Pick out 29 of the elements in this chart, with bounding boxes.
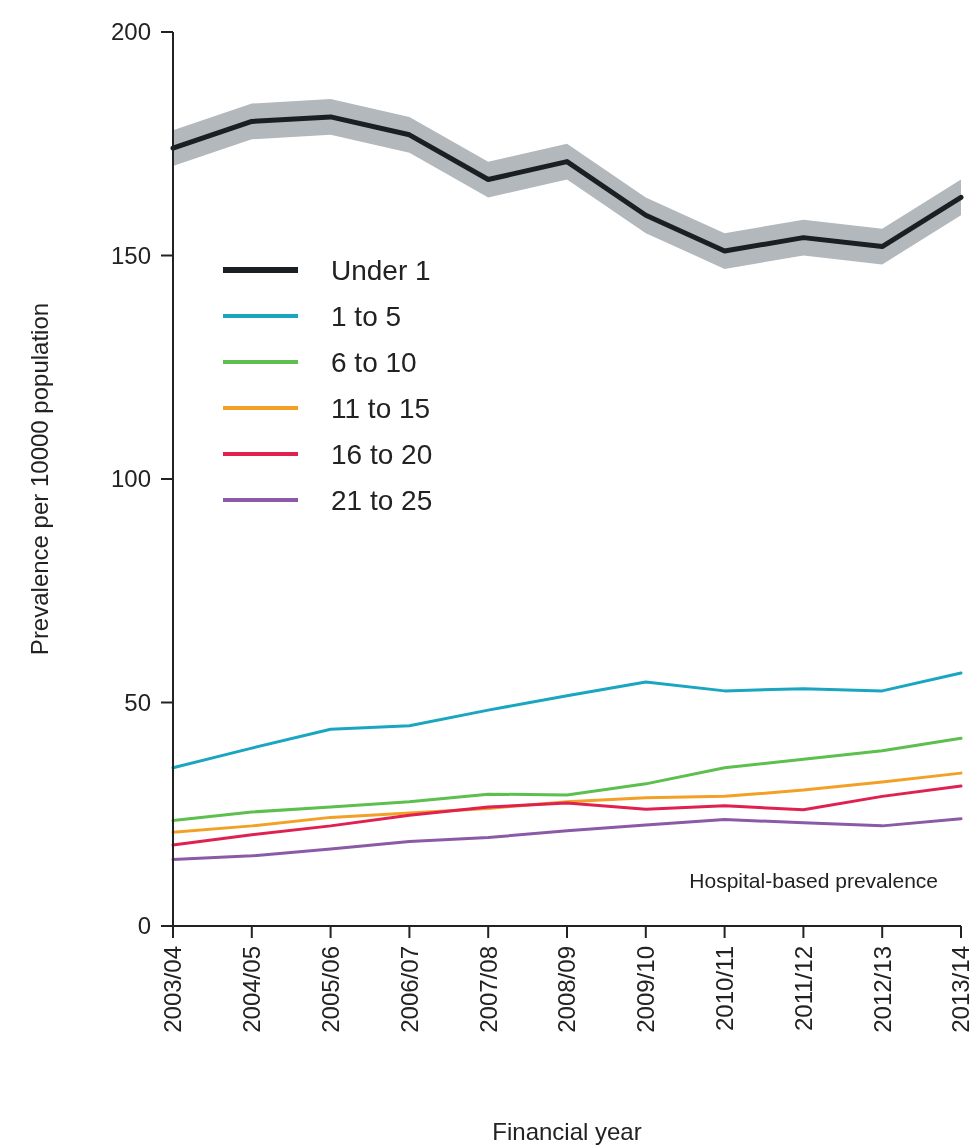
line-series	[171, 817, 963, 861]
annotation: Hospital-based prevalence	[689, 869, 938, 892]
x-tick-label: 2013/14	[947, 946, 971, 1033]
y-tick-label: 50	[124, 688, 151, 716]
x-tick-label: 2008/09	[553, 946, 581, 1033]
legend-label: 16 to 20	[331, 438, 433, 470]
x-tick-label: 2010/11	[711, 946, 738, 1031]
x-tick-label: 2011/12	[789, 946, 817, 1031]
x-tick-label: 2005/06	[317, 946, 344, 1033]
line-series	[171, 671, 963, 770]
legend-label: 1 to 5	[331, 300, 402, 332]
line-series	[171, 784, 963, 847]
x-tick-label: 2007/08	[474, 946, 502, 1033]
line-series	[171, 736, 963, 823]
x-tick-label: 2009/10	[632, 946, 660, 1033]
y-tick-label: 200	[110, 18, 151, 46]
y-tick-label: 100	[110, 465, 151, 493]
y-tick-label: 150	[110, 241, 151, 269]
x-tick-label: 2006/07	[395, 946, 423, 1033]
legend-label: 11 to 15	[331, 392, 431, 424]
legend-label: Under 1	[331, 254, 431, 286]
y-tick-label: 0	[137, 912, 151, 940]
x-axis-title: Financial year	[492, 1118, 642, 1145]
legend-label: 6 to 10	[331, 346, 417, 378]
x-tick-label: 2003/04	[159, 946, 187, 1033]
x-tick-label: 2012/13	[868, 946, 896, 1033]
x-tick-label: 2004/05	[238, 946, 266, 1033]
y-axis-title: Prevalence per 10000 population	[26, 302, 53, 656]
legend-label: 21 to 25	[331, 484, 433, 516]
